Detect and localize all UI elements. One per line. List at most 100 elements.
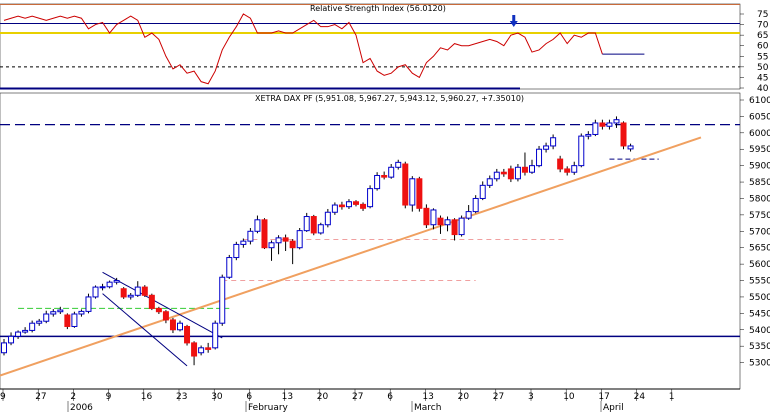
rsi-y-tick-label: 60	[757, 42, 769, 52]
candle	[29, 320, 36, 333]
price-y-tick-label: 5900	[749, 162, 770, 172]
rsi-panel-frame	[0, 3, 741, 90]
price-y-tick-label: 6000	[749, 129, 770, 139]
candle	[606, 119, 613, 130]
rsi-title: Relative Strength Index (56.0120)	[310, 4, 446, 13]
candle-body	[395, 161, 402, 168]
candle-body	[592, 122, 599, 135]
price-y-tick-label: 5700	[749, 227, 770, 237]
candle-body	[627, 145, 634, 150]
candle	[282, 234, 289, 251]
candle	[85, 293, 92, 314]
candle	[521, 152, 528, 176]
candle	[268, 240, 275, 261]
price-y-tick-label: 6100	[749, 96, 770, 106]
candle-body	[381, 174, 388, 178]
candle-body	[613, 119, 620, 124]
candle	[514, 164, 521, 182]
candle	[303, 212, 310, 232]
candle-body	[367, 188, 374, 208]
candle	[169, 317, 176, 334]
candle	[599, 119, 606, 130]
candle-body	[324, 211, 331, 226]
candle	[198, 345, 205, 356]
candle-body	[458, 217, 465, 236]
month-label: April	[603, 403, 624, 412]
month-label: March	[414, 403, 441, 412]
price-y-tick-label: 6050	[749, 112, 770, 122]
rsi-y-tick-label: 40	[757, 84, 769, 94]
price-title: XETRA DAX PF (5,951.08, 5,967.27, 5,943.…	[255, 94, 524, 103]
candle	[50, 309, 57, 317]
x-tick-label: 27	[352, 392, 363, 402]
candle	[613, 116, 620, 128]
x-tick-label: 27	[35, 392, 46, 402]
candle	[15, 330, 22, 339]
candle	[8, 332, 15, 346]
candle	[416, 176, 423, 212]
candle-body	[331, 204, 338, 213]
candle-body	[360, 203, 367, 209]
x-tick-label: 17	[598, 392, 609, 402]
candle-body	[22, 329, 29, 333]
candle	[507, 165, 514, 183]
candle-body	[444, 219, 451, 226]
candle-body	[92, 286, 99, 298]
candle	[184, 324, 191, 346]
candle-body	[296, 230, 303, 249]
candle	[472, 195, 479, 214]
candle	[22, 327, 29, 334]
candle-body	[99, 286, 106, 289]
candle	[317, 222, 324, 235]
candle-body	[338, 204, 345, 208]
candle-body	[585, 133, 592, 137]
candle-body	[507, 168, 514, 180]
candle	[536, 145, 543, 168]
candle	[627, 143, 634, 152]
candle-body	[437, 217, 444, 226]
x-tick-label: 6	[246, 392, 252, 402]
candle-body	[599, 122, 606, 127]
candle-body	[169, 319, 176, 331]
candle-body	[317, 224, 324, 234]
candle-body	[571, 165, 578, 173]
candle	[43, 310, 50, 324]
rsi-y-tick-label: 75	[757, 10, 768, 20]
uptrend-line	[0, 136, 702, 377]
candle-body	[57, 309, 64, 313]
candle-body	[479, 184, 486, 199]
candle-body	[606, 122, 613, 127]
candle-body	[353, 201, 359, 205]
candle	[543, 142, 550, 153]
candle-body	[514, 166, 521, 180]
price-y-tick-label: 5650	[749, 244, 770, 254]
price-y-tick-label: 5950	[749, 145, 770, 155]
price-panel-frame	[0, 92, 741, 390]
candle	[191, 341, 198, 366]
candle-body	[388, 166, 395, 178]
x-tick-label: 1	[669, 392, 675, 402]
price-layer: 5300 5350 5400 5450 5500 5550 5600 5650 5700 5750…	[0, 96, 770, 377]
candle	[620, 121, 627, 150]
candle-body	[162, 311, 169, 321]
candle-body	[423, 207, 430, 226]
candle-body	[493, 171, 500, 180]
candle-body	[536, 148, 543, 167]
x-tick-label: 24	[634, 392, 646, 402]
candle-body	[402, 163, 409, 206]
candle	[331, 202, 338, 215]
candle-body	[233, 243, 240, 259]
candle-body	[219, 276, 226, 324]
candle-body	[71, 313, 78, 327]
candle	[177, 320, 183, 332]
rsi-line	[3, 13, 603, 85]
price-y-tick-label: 5850	[749, 178, 770, 188]
candle-body	[430, 209, 437, 226]
x-tick-label: 13	[422, 392, 433, 402]
candle-body	[289, 240, 296, 249]
month-label: 2006	[70, 403, 93, 412]
price-y-tick-label: 5300	[749, 359, 770, 369]
price-y-tick-label: 5350	[749, 342, 770, 352]
